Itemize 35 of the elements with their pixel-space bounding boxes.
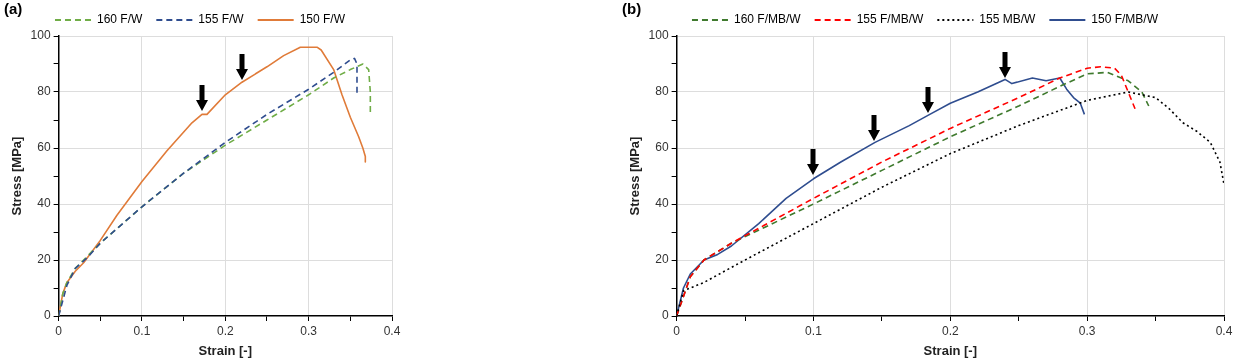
y-tick-label: 80 [655, 84, 669, 99]
x-axis-title: Strain [-] [198, 342, 253, 358]
x-tick-label: 0.4 [1215, 323, 1233, 338]
legend-label: 155 MB/W [979, 12, 1037, 27]
y-tick-label: 20 [37, 252, 51, 267]
y-tick-label: 60 [37, 140, 51, 155]
legend-label: 150 F/W [299, 12, 346, 27]
y-tick-label: 0 [43, 308, 51, 323]
y-tick-label: 100 [648, 28, 669, 43]
legend-label: 150 F/MB/W [1091, 12, 1159, 27]
y-axis-title: Stress [MPa] [9, 136, 25, 216]
legend-label: 160 F/W [96, 12, 143, 27]
y-tick-label: 100 [30, 28, 51, 43]
x-tick-label: 0.3 [1078, 323, 1096, 338]
y-tick-label: 80 [37, 84, 51, 99]
x-axis-title: Strain [-] [923, 342, 978, 358]
x-tick-label: 0.3 [300, 323, 318, 338]
x-tick-label: 0.4 [383, 323, 401, 338]
y-tick-label: 0 [661, 308, 669, 323]
x-tick-label: 0.1 [133, 323, 151, 338]
text: (a) [4, 0, 23, 17]
x-tick-label: 0.1 [805, 323, 823, 338]
y-axis-title: Stress [MPa] [627, 136, 643, 216]
x-tick-label: 0.2 [216, 323, 234, 338]
y-tick-label: 20 [655, 252, 669, 267]
text: (b) [622, 0, 642, 17]
x-tick-label: 0 [55, 323, 63, 338]
legend-label: 155 F/W [198, 12, 245, 27]
y-tick-label: 40 [37, 196, 51, 211]
legend-label: 160 F/MB/W [733, 12, 802, 27]
y-tick-label: 40 [655, 196, 669, 211]
y-tick-label: 60 [655, 140, 669, 155]
x-tick-label: 0 [673, 323, 681, 338]
x-tick-label: 0.2 [941, 323, 959, 338]
legend-label: 155 F/MB/W [856, 12, 925, 27]
